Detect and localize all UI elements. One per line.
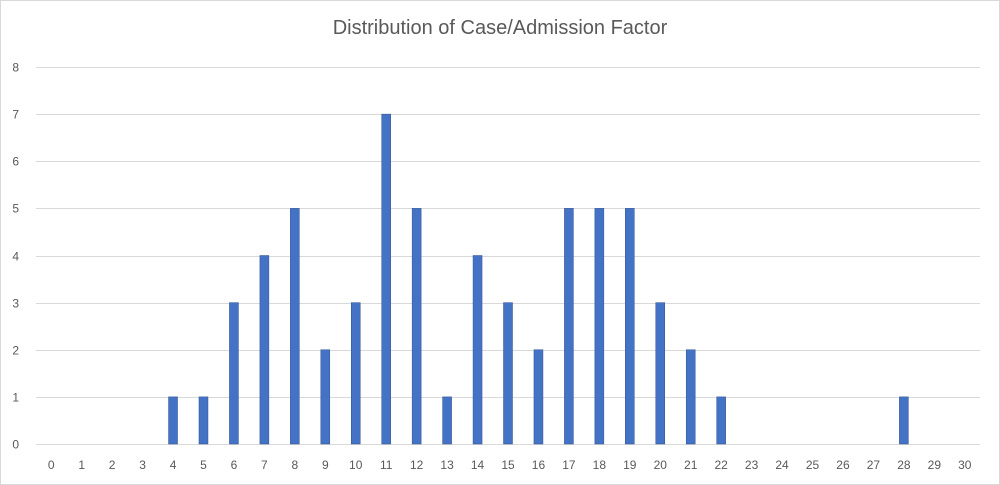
y-tick-label: 6: [12, 155, 19, 169]
bar: [411, 208, 422, 445]
x-tick-label: 29: [928, 458, 942, 472]
x-tick-label: 17: [562, 458, 576, 472]
x-tick-label: 14: [471, 458, 485, 472]
bar: [320, 349, 331, 445]
bar: [899, 396, 909, 445]
x-tick-label: 13: [440, 458, 454, 472]
x-tick-label: 18: [593, 458, 607, 472]
bar: [168, 396, 178, 445]
x-tick-label: 7: [261, 458, 268, 472]
y-axis-ticks: 0 1 2 3 4 5 6 7 8: [12, 61, 19, 452]
bars: [168, 113, 909, 445]
bar: [472, 255, 483, 445]
x-tick-label: 23: [745, 458, 759, 472]
x-tick-label: 22: [714, 458, 728, 472]
bar: [533, 349, 544, 445]
x-tick-label: 1: [78, 458, 85, 472]
x-tick-label: 21: [684, 458, 698, 472]
bar: [716, 396, 726, 445]
x-axis-ticks: 0 1 2 3 4 5 6 7 8 9 10 11 12 13 14 15 16 17 18 19 20 21 22 23 24…: [48, 458, 972, 472]
x-tick-label: 8: [291, 458, 298, 472]
y-tick-label: 4: [12, 250, 19, 264]
bar: [655, 302, 666, 445]
y-tick-label: 8: [12, 61, 19, 75]
x-tick-label: 3: [139, 458, 146, 472]
x-tick-label: 16: [532, 458, 546, 472]
bar: [625, 208, 635, 445]
x-tick-label: 15: [501, 458, 515, 472]
x-tick-label: 2: [109, 458, 116, 472]
x-tick-label: 6: [231, 458, 238, 472]
x-tick-label: 9: [322, 458, 329, 472]
y-tick-label: 2: [12, 344, 19, 358]
x-tick-label: 19: [623, 458, 637, 472]
x-tick-label: 28: [897, 458, 911, 472]
bar: [503, 302, 513, 445]
bar: [198, 396, 209, 445]
y-tick-label: 3: [12, 297, 19, 311]
bar: [350, 302, 361, 445]
bar: [564, 208, 574, 445]
chart-title: Distribution of Case/Admission Factor: [332, 17, 668, 39]
y-tick-label: 7: [12, 108, 19, 122]
x-tick-label: 25: [806, 458, 820, 472]
x-tick-label: 26: [836, 458, 850, 472]
bar: [259, 255, 270, 445]
bar: [229, 302, 239, 445]
x-tick-label: 0: [48, 458, 55, 472]
bar: [290, 208, 300, 445]
bar: [594, 208, 605, 445]
y-tick-label: 5: [12, 202, 19, 216]
bar: [381, 113, 391, 445]
x-tick-label: 20: [654, 458, 668, 472]
bar: [685, 349, 696, 445]
x-tick-label: 12: [410, 458, 424, 472]
x-tick-label: 27: [867, 458, 881, 472]
x-tick-label: 24: [775, 458, 789, 472]
bar: [442, 396, 452, 445]
x-tick-label: 4: [170, 458, 177, 472]
x-tick-label: 11: [380, 458, 393, 472]
x-tick-label: 30: [958, 458, 972, 472]
y-tick-label: 1: [12, 391, 19, 405]
x-tick-label: 5: [200, 458, 207, 472]
x-tick-label: 10: [349, 458, 363, 472]
y-tick-label: 0: [12, 438, 19, 452]
